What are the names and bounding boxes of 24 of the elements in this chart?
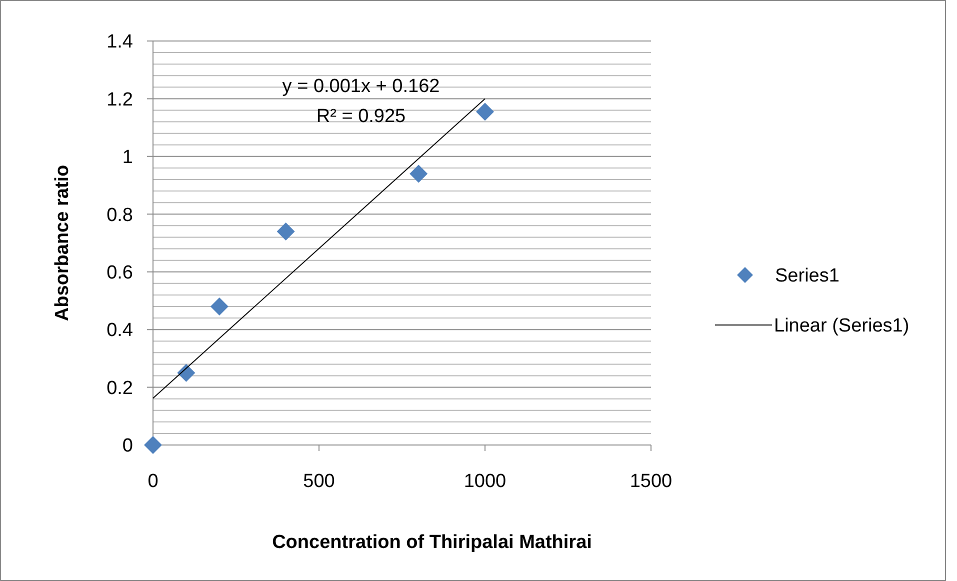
annotation: y = 0.001x + 0.162	[282, 76, 440, 97]
legend-label: Linear (Series1)	[774, 316, 910, 337]
y-tick-label: 0.4	[106, 320, 134, 342]
point	[144, 436, 162, 454]
x-tick-label: 1500	[630, 471, 672, 492]
point	[476, 102, 494, 121]
point	[210, 297, 228, 316]
x-axis-title: Concentration of Thiripalai Mathirai	[272, 532, 592, 553]
y-tick-label: 0.8	[106, 204, 133, 226]
x-tick-label: 500	[303, 471, 335, 492]
y-tick-label: 0	[122, 436, 133, 457]
y-axis-title: Absorbance ratio	[52, 164, 73, 322]
y-tick-label: 0.2	[106, 378, 133, 399]
point	[410, 164, 428, 183]
x-tick-label: 1000	[464, 471, 506, 492]
y-tick-label: 1.4	[106, 32, 134, 53]
point	[177, 364, 196, 382]
annotation: R² = 0.925	[316, 106, 406, 127]
y-tick-label: 1	[122, 147, 133, 168]
legend-label: Series1	[775, 266, 840, 287]
point	[276, 222, 295, 240]
x-tick-label: 0	[148, 471, 158, 492]
y-tick-label: 1.2	[106, 89, 133, 110]
y-tick-label: 0.6	[106, 262, 133, 284]
